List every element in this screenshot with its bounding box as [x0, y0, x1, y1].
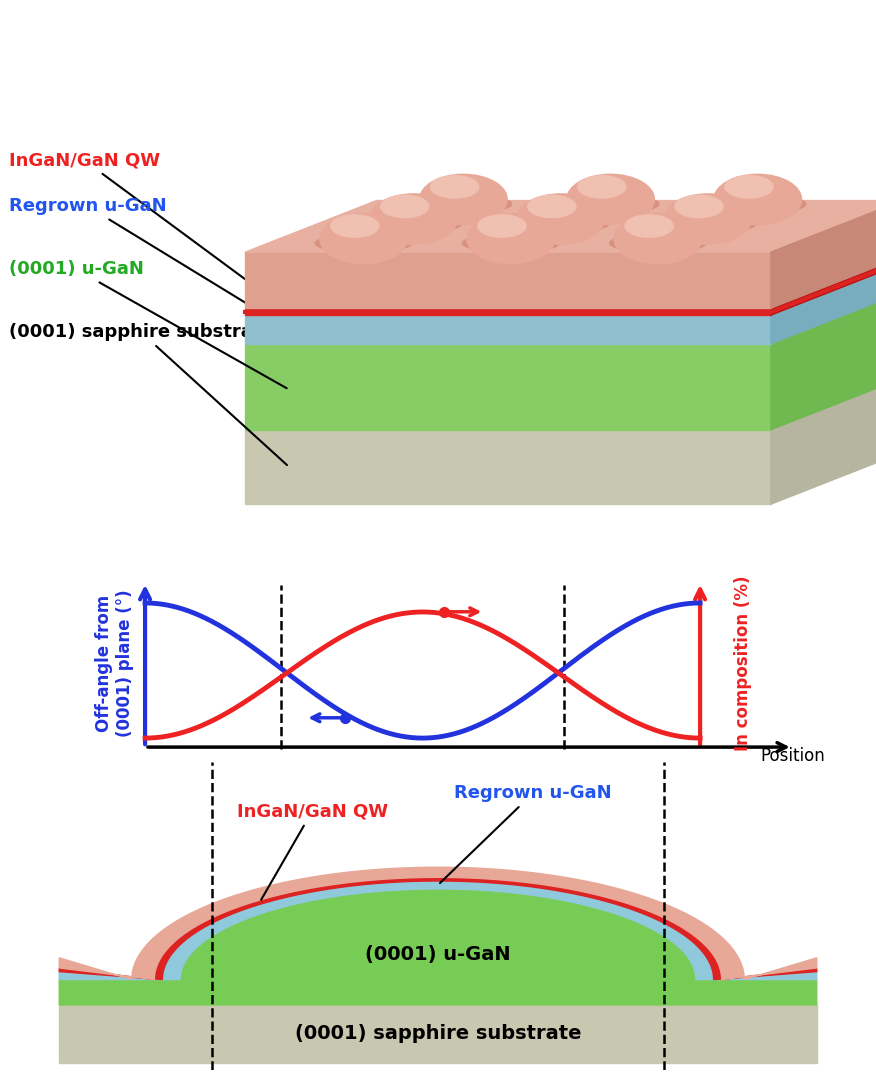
Ellipse shape [365, 214, 462, 232]
Text: Regrown u-GaN: Regrown u-GaN [440, 785, 611, 883]
Ellipse shape [370, 193, 457, 244]
Text: Off-angle from
(0001) plane (°): Off-angle from (0001) plane (°) [95, 589, 134, 737]
Polygon shape [245, 429, 771, 504]
Ellipse shape [714, 174, 802, 225]
Ellipse shape [431, 175, 478, 198]
Text: In composition (%): In composition (%) [734, 575, 752, 751]
Ellipse shape [320, 213, 407, 264]
Polygon shape [245, 378, 876, 429]
Text: InGaN/GaN QW: InGaN/GaN QW [9, 151, 286, 310]
Ellipse shape [675, 196, 724, 217]
Text: Position: Position [760, 747, 825, 764]
Ellipse shape [567, 174, 654, 225]
Text: InGaN/GaN QW: InGaN/GaN QW [237, 802, 388, 899]
Ellipse shape [614, 213, 702, 264]
Ellipse shape [527, 196, 576, 217]
Ellipse shape [517, 193, 604, 244]
Ellipse shape [463, 233, 559, 253]
Polygon shape [771, 292, 876, 429]
Ellipse shape [315, 233, 412, 253]
Polygon shape [60, 1005, 816, 1063]
Ellipse shape [415, 195, 512, 213]
Ellipse shape [578, 175, 626, 198]
Ellipse shape [625, 215, 674, 237]
Polygon shape [245, 200, 876, 252]
Polygon shape [245, 316, 771, 344]
Polygon shape [245, 308, 771, 316]
Polygon shape [771, 378, 876, 504]
Ellipse shape [610, 233, 706, 253]
Ellipse shape [725, 175, 774, 198]
Text: (0001) sapphire substrate: (0001) sapphire substrate [9, 323, 287, 465]
Ellipse shape [562, 195, 659, 213]
Polygon shape [60, 878, 816, 979]
Ellipse shape [664, 193, 752, 244]
Ellipse shape [420, 174, 507, 225]
Ellipse shape [660, 214, 756, 232]
Ellipse shape [381, 196, 429, 217]
Ellipse shape [710, 195, 806, 213]
Polygon shape [245, 264, 876, 316]
Text: (0001) sapphire substrate: (0001) sapphire substrate [294, 1025, 582, 1043]
Ellipse shape [512, 214, 609, 232]
Polygon shape [771, 256, 876, 316]
Polygon shape [245, 292, 876, 344]
Text: (0001) u-GaN: (0001) u-GaN [365, 945, 511, 963]
Ellipse shape [478, 215, 526, 237]
Text: Regrown u-GaN: Regrown u-GaN [9, 197, 286, 328]
Ellipse shape [467, 213, 555, 264]
Polygon shape [771, 200, 876, 308]
Ellipse shape [331, 215, 379, 237]
Polygon shape [60, 867, 816, 979]
Polygon shape [60, 881, 816, 979]
Polygon shape [771, 264, 876, 344]
Text: (0001) u-GaN: (0001) u-GaN [9, 261, 286, 388]
Polygon shape [60, 889, 816, 1005]
Polygon shape [245, 252, 771, 308]
Polygon shape [245, 344, 771, 429]
Polygon shape [245, 256, 876, 308]
